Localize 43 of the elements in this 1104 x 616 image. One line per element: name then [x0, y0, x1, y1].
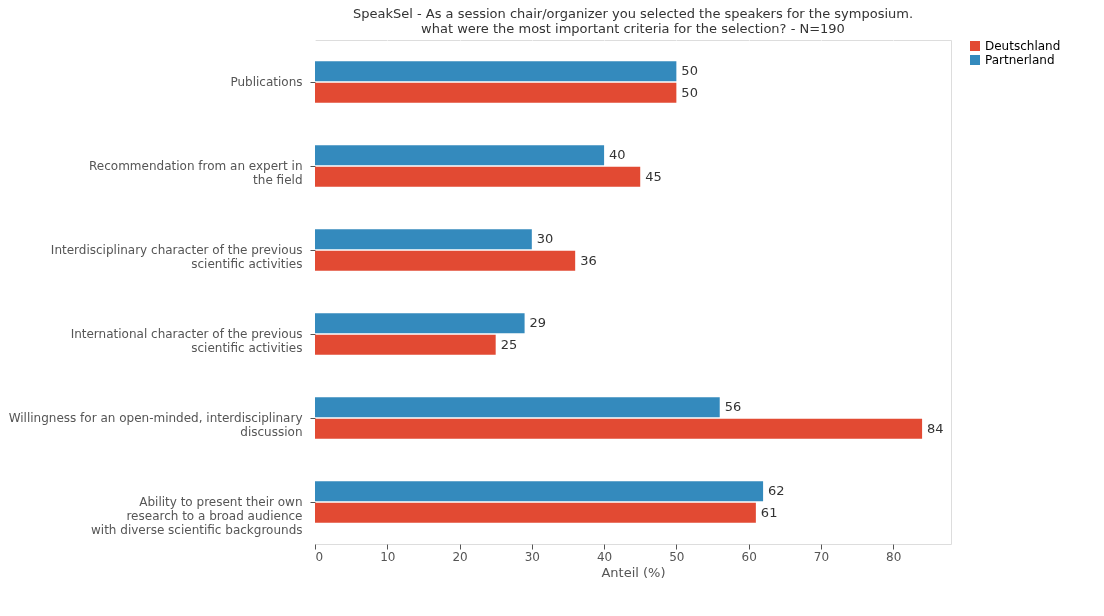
- data-label: 56: [724, 399, 742, 415]
- x-tick-label: 70: [813, 549, 830, 564]
- data-label: 84: [927, 420, 944, 436]
- legend-label: Deutschland: [985, 39, 1061, 53]
- bar: [315, 61, 677, 82]
- bar: [315, 166, 641, 187]
- x-tick-label: 0: [315, 549, 324, 564]
- bar: [315, 418, 923, 439]
- bar: [315, 145, 605, 166]
- data-label: 50: [681, 63, 698, 79]
- bar: [315, 313, 525, 334]
- legend-label: Partnerland: [985, 53, 1055, 67]
- data-label: 50: [681, 84, 698, 100]
- x-tick-label: 40: [596, 549, 613, 564]
- bar: [315, 334, 496, 355]
- x-axis-title: Anteil (%): [601, 564, 666, 580]
- bar: [315, 250, 576, 271]
- x-tick-label: 60: [741, 549, 757, 564]
- y-tick-label: Publications: [230, 75, 303, 89]
- data-label: 40: [609, 147, 626, 163]
- data-label: 61: [760, 504, 778, 520]
- y-tick-label: International character of the previous scientific activities: [70, 327, 303, 355]
- data-label: 30: [536, 231, 554, 247]
- x-tick-label: 30: [524, 549, 540, 564]
- data-label: 45: [645, 168, 662, 184]
- y-tick-label: Willingness for an open-minded, interdisciplinary discussion: [8, 411, 303, 439]
- bar: [315, 229, 532, 250]
- data-label: 36: [580, 252, 597, 268]
- bar: [315, 502, 756, 523]
- data-label: 25: [500, 336, 518, 352]
- y-tick-label: Interdisciplinary character of the previous scientific activities: [50, 243, 303, 271]
- data-label: 62: [768, 483, 785, 499]
- x-tick-label: 80: [886, 549, 902, 564]
- bar: [315, 82, 677, 103]
- x-tick-label: 10: [380, 549, 396, 564]
- bar: [315, 397, 720, 418]
- x-tick-label: 20: [452, 549, 468, 564]
- data-label: 29: [529, 315, 547, 331]
- chart-title: SpeakSel - As a session chair/organizer you selected the speakers for the symposium. what were the most important criteria for the selection? - N=190: [352, 6, 914, 36]
- y-tick-label: Recommendation from an expert in the field: [89, 159, 303, 187]
- x-tick-label: 50: [669, 549, 685, 564]
- bar: [315, 481, 764, 502]
- y-tick-label: Ability to present their own research to a broad audience with diverse scientific backgrounds: [91, 495, 303, 537]
